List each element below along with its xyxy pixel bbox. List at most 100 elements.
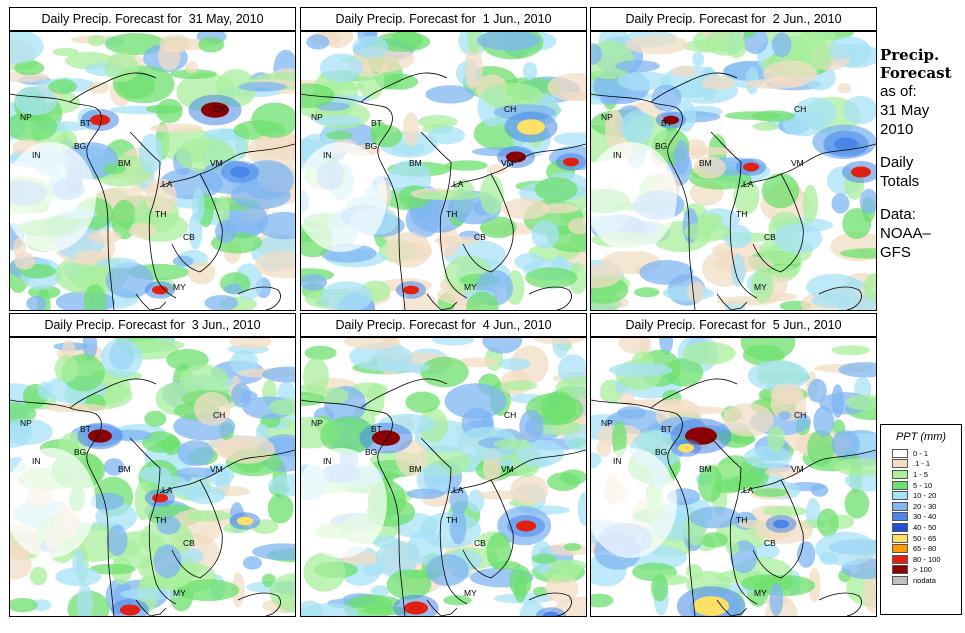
country-label: CH: [504, 104, 516, 114]
country-label: BG: [365, 141, 377, 151]
forecast-panel: Daily Precip. Forecast for 3 Jun., 2010 N…: [9, 313, 296, 617]
country-label: VM: [210, 464, 223, 474]
as-of-date: 31 May: [880, 102, 930, 119]
legend-label: 65 - 80: [913, 544, 937, 554]
country-label: LA: [162, 179, 173, 189]
legend-swatch: [892, 512, 908, 522]
legend-swatch: [892, 491, 908, 501]
legend-label: 40 - 50: [913, 522, 937, 532]
legend-label: 0 - 1: [913, 448, 929, 458]
legend-item: 1 - 5: [881, 469, 961, 480]
precip-map: NPBTBGINBMCHVMLATHCBMYIDMYID: [590, 31, 877, 311]
country-label: BG: [74, 447, 86, 457]
legend-item: 65 - 80: [881, 543, 961, 554]
country-label: LA: [743, 485, 754, 495]
country-label: MY: [754, 588, 767, 598]
country-label: BG: [655, 141, 667, 151]
forecast-panel: Daily Precip. Forecast for 1 Jun., 2010 N…: [300, 7, 587, 311]
country-label: BG: [365, 447, 377, 457]
country-label: LA: [453, 485, 464, 495]
legend-swatch: [892, 533, 908, 543]
precip-map: NPBTBGINBMCHVMLATHCBMYIDMYID: [9, 31, 296, 311]
legend-item: 80 - 100: [881, 554, 961, 565]
legend-item: .1 - 1: [881, 459, 961, 470]
legend-swatch: [892, 565, 908, 575]
country-label: IN: [323, 150, 332, 160]
country-label: TH: [736, 515, 747, 525]
country-label: IN: [613, 150, 622, 160]
country-label: CB: [764, 538, 776, 548]
legend-item: 10 - 20: [881, 490, 961, 501]
country-label: CB: [183, 232, 195, 242]
country-label: NP: [601, 418, 613, 428]
legend-swatch: [892, 554, 908, 564]
daily-label: Daily: [880, 154, 914, 171]
country-label: MY: [464, 282, 477, 292]
country-label: BT: [80, 118, 91, 128]
panel-title: Daily Precip. Forecast for 3 Jun., 2010: [9, 313, 296, 337]
legend-swatch: [892, 522, 908, 532]
legend-swatch: [892, 480, 908, 490]
data-label: Data:: [880, 206, 916, 223]
legend-title: PPT (mm): [895, 431, 947, 443]
country-label: TH: [446, 515, 457, 525]
side-info: Precip. Forecast as of: 31 May 2010 Dail…: [880, 46, 962, 262]
country-label: LA: [453, 179, 464, 189]
country-label: BM: [118, 464, 131, 474]
country-label: CB: [474, 538, 486, 548]
legend-swatch: [892, 469, 908, 479]
legend-label: 10 - 20: [913, 491, 937, 501]
panel-title: Daily Precip. Forecast for 4 Jun., 2010: [300, 313, 587, 337]
country-label: BM: [409, 158, 422, 168]
legend-label: 30 - 40: [913, 512, 937, 522]
totals-label: Totals: [880, 173, 920, 190]
panel-title: Daily Precip. Forecast for 2 Jun., 2010: [590, 7, 877, 31]
precip-map: NPBTBGINBMCHVMLATHCBMYIDMYID: [590, 337, 877, 617]
legend-swatch: [892, 544, 908, 554]
country-label: MY: [464, 588, 477, 598]
country-label: NP: [20, 112, 32, 122]
country-label: BT: [80, 424, 91, 434]
country-label: CH: [213, 104, 225, 114]
legend-item: 5 - 10: [881, 480, 961, 491]
country-label: MY: [173, 282, 186, 292]
country-label: MY: [754, 282, 767, 292]
country-label: IN: [323, 456, 332, 466]
country-label: VM: [791, 464, 804, 474]
legend-item: 50 - 65: [881, 533, 961, 544]
legend-swatch: [892, 501, 908, 511]
country-label: TH: [736, 209, 747, 219]
data-source-2: GFS: [880, 244, 911, 261]
country-label: BM: [699, 464, 712, 474]
panel-title: Daily Precip. Forecast for 31 May, 2010: [9, 7, 296, 31]
legend-label: 1 - 5: [913, 469, 929, 479]
legend-swatch: [892, 459, 908, 469]
country-label: IN: [32, 456, 41, 466]
legend-item: nodata: [881, 575, 961, 586]
country-label: BG: [74, 141, 86, 151]
country-label: NP: [20, 418, 32, 428]
legend-label: 50 - 65: [913, 533, 937, 543]
precip-map: NPBTBGINBMCHVMLATHCBMYIDMYID: [9, 337, 296, 617]
legend-swatch: [892, 575, 908, 585]
country-label: NP: [601, 112, 613, 122]
country-label: CB: [474, 232, 486, 242]
as-of-label: as of:: [880, 83, 917, 100]
country-label: TH: [446, 209, 457, 219]
country-label: BT: [661, 118, 672, 128]
country-label: CH: [213, 410, 225, 420]
country-label: LA: [162, 485, 173, 495]
forecast-panel: Daily Precip. Forecast for 4 Jun., 2010 N…: [300, 313, 587, 617]
legend-label: > 100: [913, 565, 932, 575]
country-label: TH: [155, 515, 166, 525]
country-label: CH: [794, 410, 806, 420]
legend-label: 20 - 30: [913, 501, 937, 511]
country-label: MY: [173, 588, 186, 598]
side-title-line2: Forecast: [880, 64, 952, 82]
legend-label: 5 - 10: [913, 480, 933, 490]
legend-label: nodata: [913, 575, 936, 585]
legend-item: 20 - 30: [881, 501, 961, 512]
country-label: VM: [501, 464, 514, 474]
precip-map: NPBTBGINBMCHVMLATHCBMYIDMYID: [300, 337, 587, 617]
side-title-line1: Precip.: [880, 46, 940, 64]
